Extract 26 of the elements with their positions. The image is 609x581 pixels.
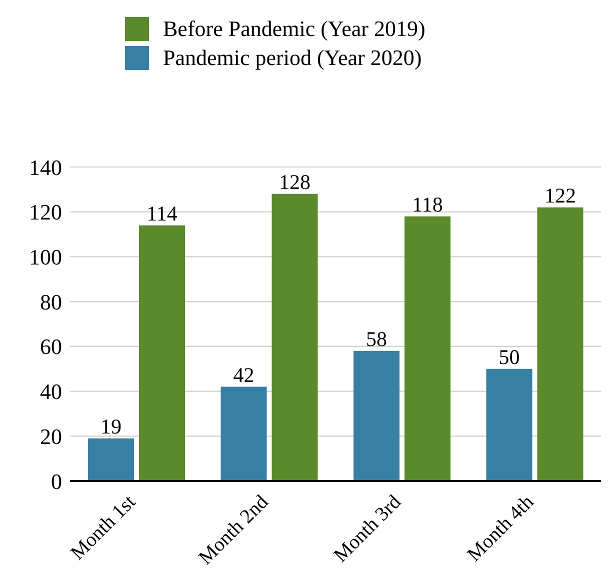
- y-tick-label: 140: [29, 154, 62, 180]
- bar: [272, 194, 318, 481]
- data-label: 42: [233, 362, 254, 387]
- y-tick-label: 0: [51, 468, 62, 494]
- y-tick-label: 100: [29, 244, 62, 270]
- y-tick-label: 40: [40, 379, 62, 404]
- bar: [220, 386, 267, 481]
- bar: [354, 350, 400, 481]
- legend-label: Pandemic period (Year 2020): [163, 44, 422, 72]
- bar: [486, 368, 532, 481]
- data-label: 19: [100, 414, 122, 438]
- data-label: 114: [146, 201, 178, 226]
- data-label: 118: [412, 192, 443, 216]
- y-tick-label: 60: [40, 334, 62, 360]
- y-tick-label: 20: [40, 424, 62, 449]
- bar: [404, 216, 450, 481]
- bar: [139, 225, 185, 481]
- data-label: 122: [544, 183, 576, 208]
- data-label: 50: [498, 344, 520, 369]
- y-tick-label: 120: [29, 200, 62, 225]
- data-label: 128: [279, 170, 310, 194]
- y-tick-label: 80: [40, 289, 62, 314]
- bar: [537, 207, 584, 481]
- legend-label: Before Pandemic (Year 2019): [163, 15, 426, 43]
- data-label: 58: [366, 326, 387, 351]
- bar: [88, 438, 134, 481]
